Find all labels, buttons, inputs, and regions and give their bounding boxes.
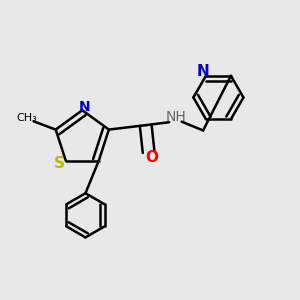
Text: N: N — [79, 100, 90, 114]
Text: S: S — [54, 156, 65, 171]
Text: CH₃: CH₃ — [17, 113, 38, 123]
Text: NH: NH — [165, 110, 186, 124]
Text: N: N — [196, 64, 209, 79]
Text: O: O — [145, 150, 158, 165]
